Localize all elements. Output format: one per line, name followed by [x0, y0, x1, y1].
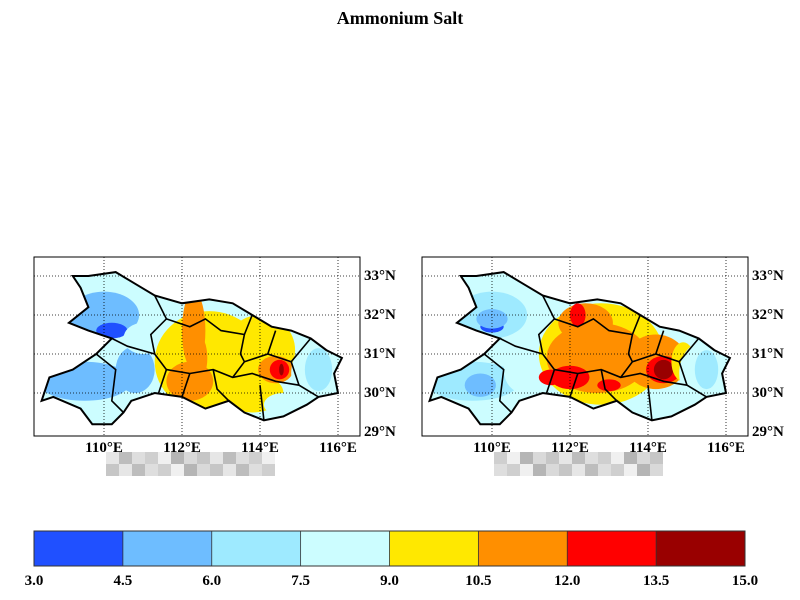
county-border	[554, 314, 641, 336]
county-border	[149, 295, 168, 394]
lat-label: 32°N	[364, 307, 396, 323]
contour-region	[115, 346, 155, 393]
county-border	[267, 330, 277, 355]
colorbar-tick-label: 4.5	[114, 573, 133, 589]
lat-label: 31°N	[364, 346, 396, 362]
county-border	[554, 368, 707, 398]
county-border	[678, 337, 700, 363]
contour-region	[653, 359, 674, 380]
colorbar-tick-label: 13.5	[643, 573, 669, 589]
contour-region	[476, 309, 508, 329]
colorbar-swatch	[656, 531, 746, 566]
province-outline	[428, 271, 732, 426]
county-border	[647, 385, 653, 421]
figure-title: Ammonium Salt	[336, 8, 464, 28]
county-border	[111, 337, 155, 355]
county-border	[627, 334, 634, 363]
contour-region	[538, 369, 563, 386]
contour-fill	[41, 272, 342, 425]
contour-region	[187, 334, 208, 382]
colorbar-swatch	[34, 531, 124, 566]
lat-label: 32°N	[752, 307, 784, 323]
colorbar: 3.0 4.5 6.0 7.5 9.0 10.5 12.0 13.5 15.0	[25, 530, 758, 589]
obscured-caption	[494, 452, 663, 476]
county-border	[600, 369, 618, 402]
county-border	[181, 373, 191, 398]
lat-label: 33°N	[752, 268, 784, 284]
colorbar-tick-label: 12.0	[554, 573, 580, 589]
contour-region	[304, 348, 333, 392]
contour-region	[694, 350, 719, 390]
colorbar-tick-label: 3.0	[25, 573, 44, 589]
colorbar-swatch	[211, 531, 302, 566]
county-border	[95, 353, 125, 414]
colorbar-tick-label: 6.0	[202, 573, 221, 589]
map-panel-left: 110°E 112°E 114°E 116°E33°N32°N31°N30°N29°N	[33, 256, 396, 476]
contour-region	[570, 303, 586, 327]
contour-fill	[429, 272, 730, 425]
contour-region	[279, 363, 284, 376]
colorbar-swatch	[300, 531, 390, 566]
lat-label: 30°N	[364, 385, 396, 401]
county-border	[212, 369, 230, 402]
lon-label: 116°E	[319, 440, 357, 456]
county-border	[655, 330, 665, 355]
colorbar-tick-label: 9.0	[380, 573, 399, 589]
lat-label: 33°N	[364, 268, 396, 284]
county-border	[483, 353, 513, 414]
county-border	[259, 385, 265, 421]
lat-label: 31°N	[752, 346, 784, 362]
colorbar-swatch	[122, 531, 213, 566]
lat-label: 30°N	[752, 385, 784, 401]
colorbar-swatch	[567, 531, 657, 566]
county-border	[569, 373, 579, 398]
county-border	[166, 314, 253, 336]
colorbar-swatch	[478, 531, 568, 566]
map-panel-right: 110°E 112°E 114°E 116°E33°N32°N31°N30°N29°N	[421, 256, 784, 476]
contour-region	[464, 373, 496, 397]
colorbar-swatch	[389, 531, 479, 566]
contour-region	[597, 379, 621, 392]
colorbar-tick-label: 15.0	[732, 573, 758, 589]
colorbar-tick-label: 10.5	[465, 573, 491, 589]
county-border	[290, 337, 312, 363]
obscured-caption	[106, 452, 275, 476]
county-border	[499, 337, 543, 355]
county-border	[239, 334, 246, 363]
colorbar-tick-label: 7.5	[291, 573, 310, 589]
province-outline	[40, 271, 344, 426]
contour-region	[503, 346, 543, 393]
lat-label: 29°N	[752, 424, 784, 440]
lon-label: 116°E	[707, 440, 745, 456]
county-border	[537, 295, 556, 394]
lat-label: 29°N	[364, 424, 396, 440]
county-border	[166, 368, 319, 398]
